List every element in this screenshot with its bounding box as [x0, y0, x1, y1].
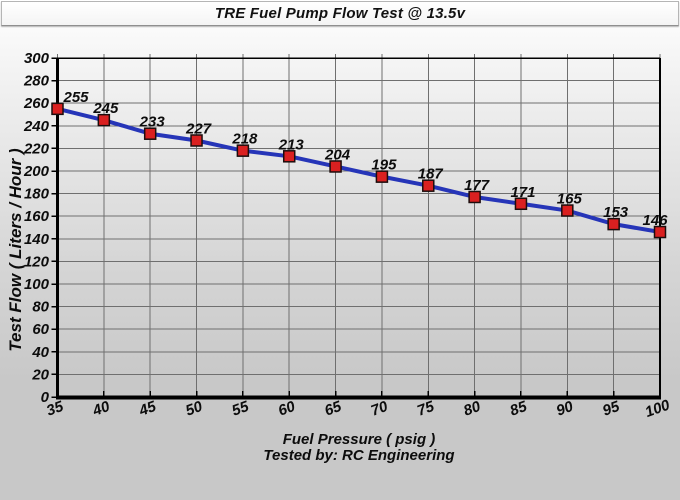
svg-text:80: 80: [32, 299, 49, 316]
series-line: [57, 106, 661, 234]
tested-by-label: Tested by: RC Engineering: [263, 447, 455, 464]
data-point-marker: [514, 197, 528, 211]
data-point-markers: [51, 102, 667, 239]
data-point-label: 195: [371, 157, 397, 174]
x-axis-title: Fuel Pressure ( psig ): [282, 431, 436, 448]
y-tick-labels: 0 20 40 60 80 100 120 140 160 180 200 220 240 260 280 3…: [23, 50, 50, 406]
y-axis-title: Test Flow ( Liters / Hour ): [6, 148, 25, 352]
data-point-label: 233: [139, 114, 166, 131]
svg-text:40: 40: [90, 398, 113, 420]
data-point-label: 218: [231, 131, 258, 148]
data-point-marker: [375, 170, 389, 183]
data-point-marker: [468, 190, 481, 204]
data-point-marker: [607, 217, 620, 231]
svg-text:75: 75: [415, 398, 437, 420]
data-point-label: 245: [92, 100, 119, 117]
data-point-marker: [51, 102, 64, 116]
data-point-marker: [282, 150, 296, 163]
svg-text:240: 240: [23, 118, 50, 135]
tick-marks: [51, 57, 661, 398]
svg-text:55: 55: [230, 398, 252, 420]
svg-text:20: 20: [31, 366, 49, 383]
svg-text:60: 60: [32, 321, 49, 338]
data-point-marker: [97, 113, 111, 127]
svg-text:100: 100: [643, 396, 673, 421]
data-point-label: 204: [324, 146, 351, 163]
svg-text:160: 160: [24, 208, 50, 225]
data-point-label: 146: [642, 212, 668, 229]
data-point-label: 227: [185, 120, 212, 137]
svg-text:180: 180: [24, 186, 50, 203]
svg-text:50: 50: [183, 398, 205, 420]
svg-text:140: 140: [24, 231, 50, 248]
chart-title-bar: TRE Fuel Pump Flow Test @ 13.5v: [1, 1, 679, 26]
data-point-label: 165: [557, 191, 583, 208]
x-tick-labels: 35 40 45 50 55 60 65 70 75 80 85 90 95 100: [44, 396, 673, 421]
svg-text:300: 300: [24, 50, 50, 67]
data-point-marker: [143, 127, 157, 140]
data-point-marker: [422, 179, 435, 192]
svg-text:120: 120: [24, 253, 50, 270]
grid-lines: [57, 54, 661, 397]
svg-text:85: 85: [508, 398, 530, 420]
data-point-label: 255: [62, 89, 89, 106]
data-point-marker: [236, 144, 250, 157]
svg-text:70: 70: [369, 398, 391, 420]
data-point-marker: [561, 204, 574, 217]
svg-text:0: 0: [41, 389, 50, 406]
svg-text:95: 95: [600, 398, 622, 420]
chart-title: TRE Fuel Pump Flow Test @ 13.5v: [214, 5, 466, 22]
svg-text:60: 60: [276, 398, 298, 420]
svg-text:35: 35: [44, 398, 66, 420]
svg-text:280: 280: [23, 73, 50, 90]
data-point-label: 171: [510, 184, 535, 201]
svg-text:260: 260: [23, 95, 50, 112]
data-point-label: 177: [464, 177, 490, 194]
data-point-label: 187: [418, 166, 444, 183]
data-point-label: 213: [278, 136, 305, 153]
svg-text:40: 40: [31, 344, 49, 361]
svg-text:220: 220: [23, 140, 50, 157]
svg-text:200: 200: [23, 163, 50, 180]
data-point-label: 153: [603, 204, 629, 221]
data-point-marker: [190, 134, 203, 147]
svg-text:65: 65: [322, 398, 344, 420]
axes: [56, 57, 661, 400]
data-point-marker: [653, 225, 667, 239]
data-point-marker: [329, 160, 342, 173]
svg-text:90: 90: [554, 398, 576, 420]
svg-text:100: 100: [24, 276, 50, 293]
svg-text:45: 45: [136, 398, 159, 420]
svg-text:80: 80: [461, 398, 483, 420]
